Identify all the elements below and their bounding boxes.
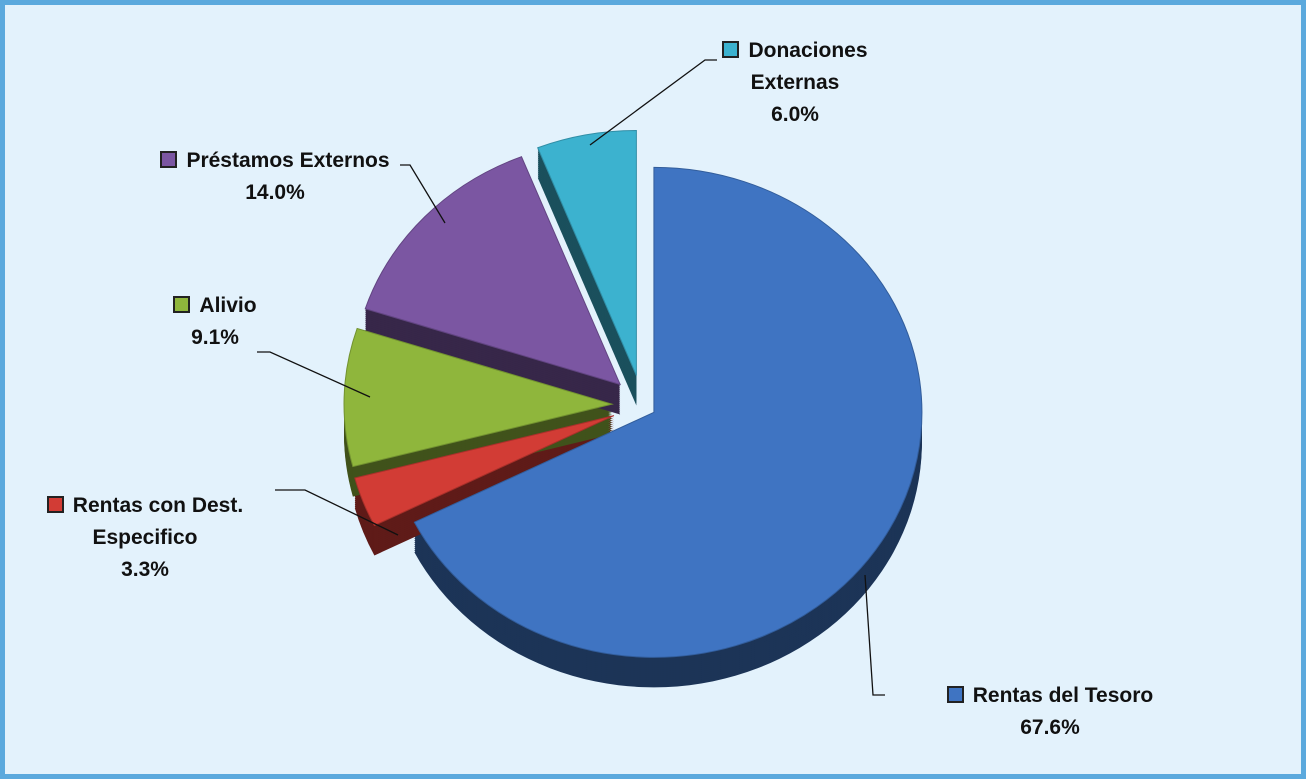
label-name-line: Rentas con Dest. Especifico [5, 490, 290, 554]
slice [343, 327, 614, 468]
category-label: Donaciones Externas [748, 39, 868, 94]
pie-canvas [257, 59, 923, 696]
category-label: Alivio [199, 294, 257, 317]
value-label: 3.3% [121, 558, 169, 581]
category-label: Rentas del Tesoro [972, 684, 1154, 707]
slice [364, 156, 622, 386]
slice [537, 130, 637, 376]
legend-swatch [722, 41, 740, 58]
leader-line [257, 351, 371, 398]
value-label: 14.0% [245, 181, 305, 204]
category-label: Rentas con Dest. Especifico [72, 494, 244, 549]
data-label: Rentas con Dest. Especifico 3.3% [5, 490, 290, 586]
label-name-line: Alivio [135, 290, 295, 322]
label-name-line: Préstamos Externos [115, 145, 435, 177]
label-name-line: Rentas del Tesoro [890, 680, 1210, 712]
category-label: Préstamos Externos [186, 149, 390, 172]
legend-swatch [46, 496, 64, 513]
leader-line [864, 574, 885, 696]
legend-swatch [946, 686, 964, 703]
slice [354, 415, 615, 527]
data-label: Donaciones Externas 6.0% [695, 35, 895, 131]
legend-swatch [173, 296, 191, 313]
data-label: Préstamos Externos 14.0% [115, 145, 435, 209]
data-label: Alivio 9.1% [135, 290, 295, 354]
label-name-line: Donaciones Externas [695, 35, 895, 99]
leader-line [275, 489, 399, 536]
value-label: 67.6% [1020, 716, 1080, 739]
leader-line [589, 59, 717, 146]
value-label: 6.0% [771, 103, 819, 126]
value-label: 9.1% [191, 326, 239, 349]
data-label: Rentas del Tesoro 67.6% [890, 680, 1210, 744]
leader-line [400, 164, 446, 224]
slice [413, 166, 923, 658]
legend-swatch [160, 151, 178, 168]
